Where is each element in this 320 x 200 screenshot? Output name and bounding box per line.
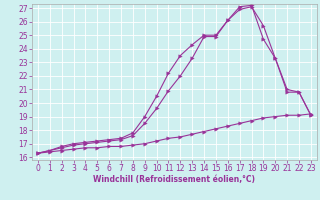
X-axis label: Windchill (Refroidissement éolien,°C): Windchill (Refroidissement éolien,°C) <box>93 175 255 184</box>
